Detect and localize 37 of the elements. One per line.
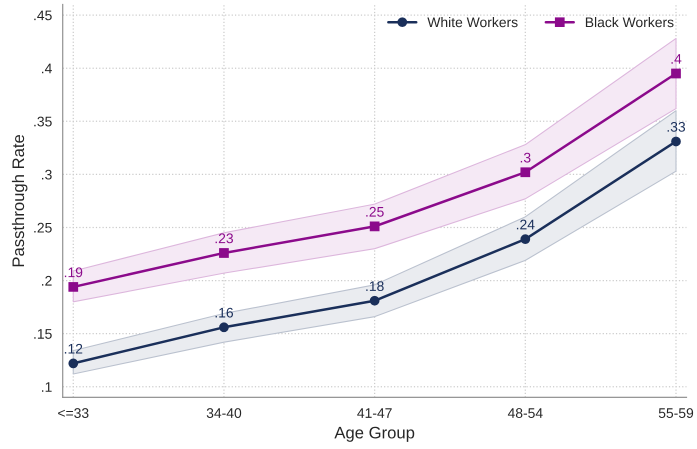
data-label: .24 [516, 220, 535, 230]
point [370, 222, 380, 232]
x-tick-label: 41-47 [357, 408, 392, 418]
data-label: .12 [64, 344, 82, 354]
point [671, 136, 681, 146]
data-label: .25 [366, 206, 384, 217]
x-tick-label: 48-54 [508, 408, 543, 418]
y-tick-label: .4 [42, 64, 52, 74]
data-label: .23 [216, 233, 233, 244]
y-tick-label: .35 [34, 116, 52, 126]
y-tick-label: .3 [42, 170, 52, 180]
data-label: .19 [64, 267, 82, 278]
point [520, 234, 530, 244]
x-tick-label: 55-59 [658, 408, 694, 418]
data-label: .16 [216, 308, 233, 318]
point [68, 358, 78, 368]
y-tick-label: .2 [42, 276, 52, 286]
legend-label: Black Workers [586, 16, 674, 28]
point [68, 282, 78, 292]
x-tick-label: 34-40 [206, 408, 242, 418]
point [370, 296, 380, 306]
x-tick-label: <=33 [58, 408, 88, 418]
point [520, 167, 530, 178]
x-axis-title: Age Group [334, 426, 414, 442]
y-tick-label: .1 [42, 382, 52, 392]
data-label: .4 [671, 54, 682, 64]
y-tick-label: .15 [34, 329, 52, 339]
data-label: .18 [366, 281, 384, 292]
y-tick-label: .45 [34, 10, 52, 20]
point [219, 248, 229, 258]
legend-label: White Workers [427, 16, 518, 28]
data-label: .33 [668, 122, 686, 132]
point [219, 322, 229, 332]
y-axis-title: Passthrough Rate [12, 134, 28, 266]
data-label: .3 [520, 152, 530, 163]
point [671, 68, 681, 78]
y-tick-label: .25 [34, 222, 52, 233]
